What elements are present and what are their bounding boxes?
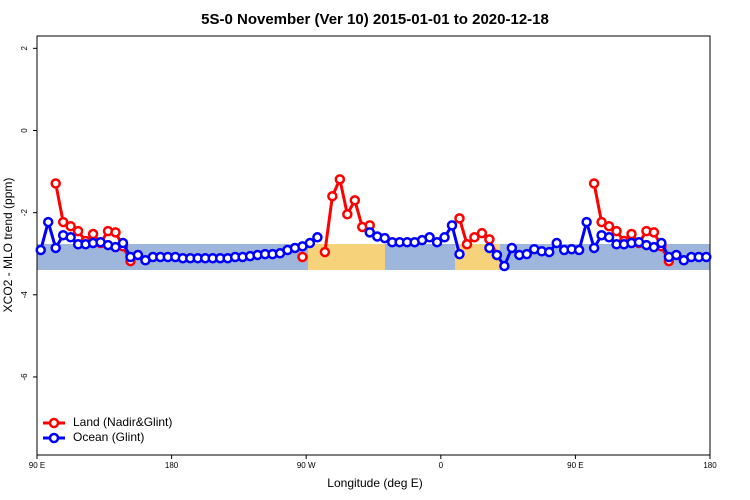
point (573, 244, 585, 256)
point (110, 227, 121, 238)
point (581, 216, 592, 228)
point (588, 178, 600, 189)
point (439, 232, 450, 243)
point (87, 228, 99, 240)
point (461, 239, 473, 250)
point (297, 251, 308, 263)
point (656, 237, 667, 249)
y-tick-label: -4 (20, 291, 29, 299)
point (35, 244, 46, 256)
x-tick-label: 90 W (297, 461, 316, 470)
x-tick-label: 90 E (567, 461, 583, 470)
plot-frame (36, 35, 711, 456)
x-tick-label: 180 (165, 461, 179, 470)
point (424, 232, 435, 243)
point (379, 232, 390, 244)
point (42, 216, 54, 228)
x-tick-label: 0 (439, 461, 444, 470)
point (72, 225, 84, 237)
point (57, 216, 69, 228)
point (342, 209, 353, 220)
point (671, 249, 682, 261)
point (110, 241, 121, 253)
point (648, 227, 660, 238)
y-tick-label: 0 (20, 128, 29, 133)
point (506, 242, 518, 254)
point (364, 227, 376, 238)
point (484, 234, 495, 245)
point (304, 237, 316, 249)
x-tick-label: 90 E (29, 461, 45, 470)
point (65, 232, 76, 243)
x-tick-label: 180 (703, 461, 717, 470)
point (50, 242, 61, 254)
point (454, 213, 465, 224)
point (349, 195, 361, 206)
point (543, 246, 555, 258)
point (491, 249, 503, 261)
y-tick-label: 2 (20, 46, 29, 51)
legend-label: Ocean (Glint) (73, 430, 144, 444)
land-band (308, 244, 385, 270)
point (65, 220, 76, 232)
point (596, 216, 607, 228)
point (334, 174, 346, 185)
point (499, 260, 510, 272)
y-axis-label: XCO2 - MLO trend (ppm) (1, 178, 15, 313)
point (484, 242, 495, 254)
point (132, 249, 144, 261)
point (648, 241, 660, 253)
point (327, 190, 338, 202)
point (626, 228, 637, 240)
point (319, 246, 331, 258)
y-tick-label: -6 (20, 373, 29, 381)
point (588, 242, 600, 254)
legend-marker (48, 432, 60, 444)
point (50, 178, 61, 189)
point (611, 225, 622, 237)
legend-label: Land (Nadir&Glint) (73, 415, 172, 429)
point (312, 232, 323, 243)
point (431, 236, 443, 248)
point (701, 251, 712, 263)
point (117, 237, 129, 249)
legend-marker (48, 417, 60, 429)
y-tick-label: -2 (20, 209, 29, 217)
point (603, 220, 615, 232)
point (521, 248, 533, 260)
point (603, 232, 615, 243)
point (476, 227, 488, 239)
chart-title: 5S-0 November (Ver 10) 2015-01-01 to 202… (201, 11, 549, 28)
x-axis-label: Longitude (deg E) (327, 476, 422, 490)
point (469, 232, 480, 243)
point (454, 248, 465, 260)
point (551, 237, 562, 249)
point (446, 220, 458, 231)
